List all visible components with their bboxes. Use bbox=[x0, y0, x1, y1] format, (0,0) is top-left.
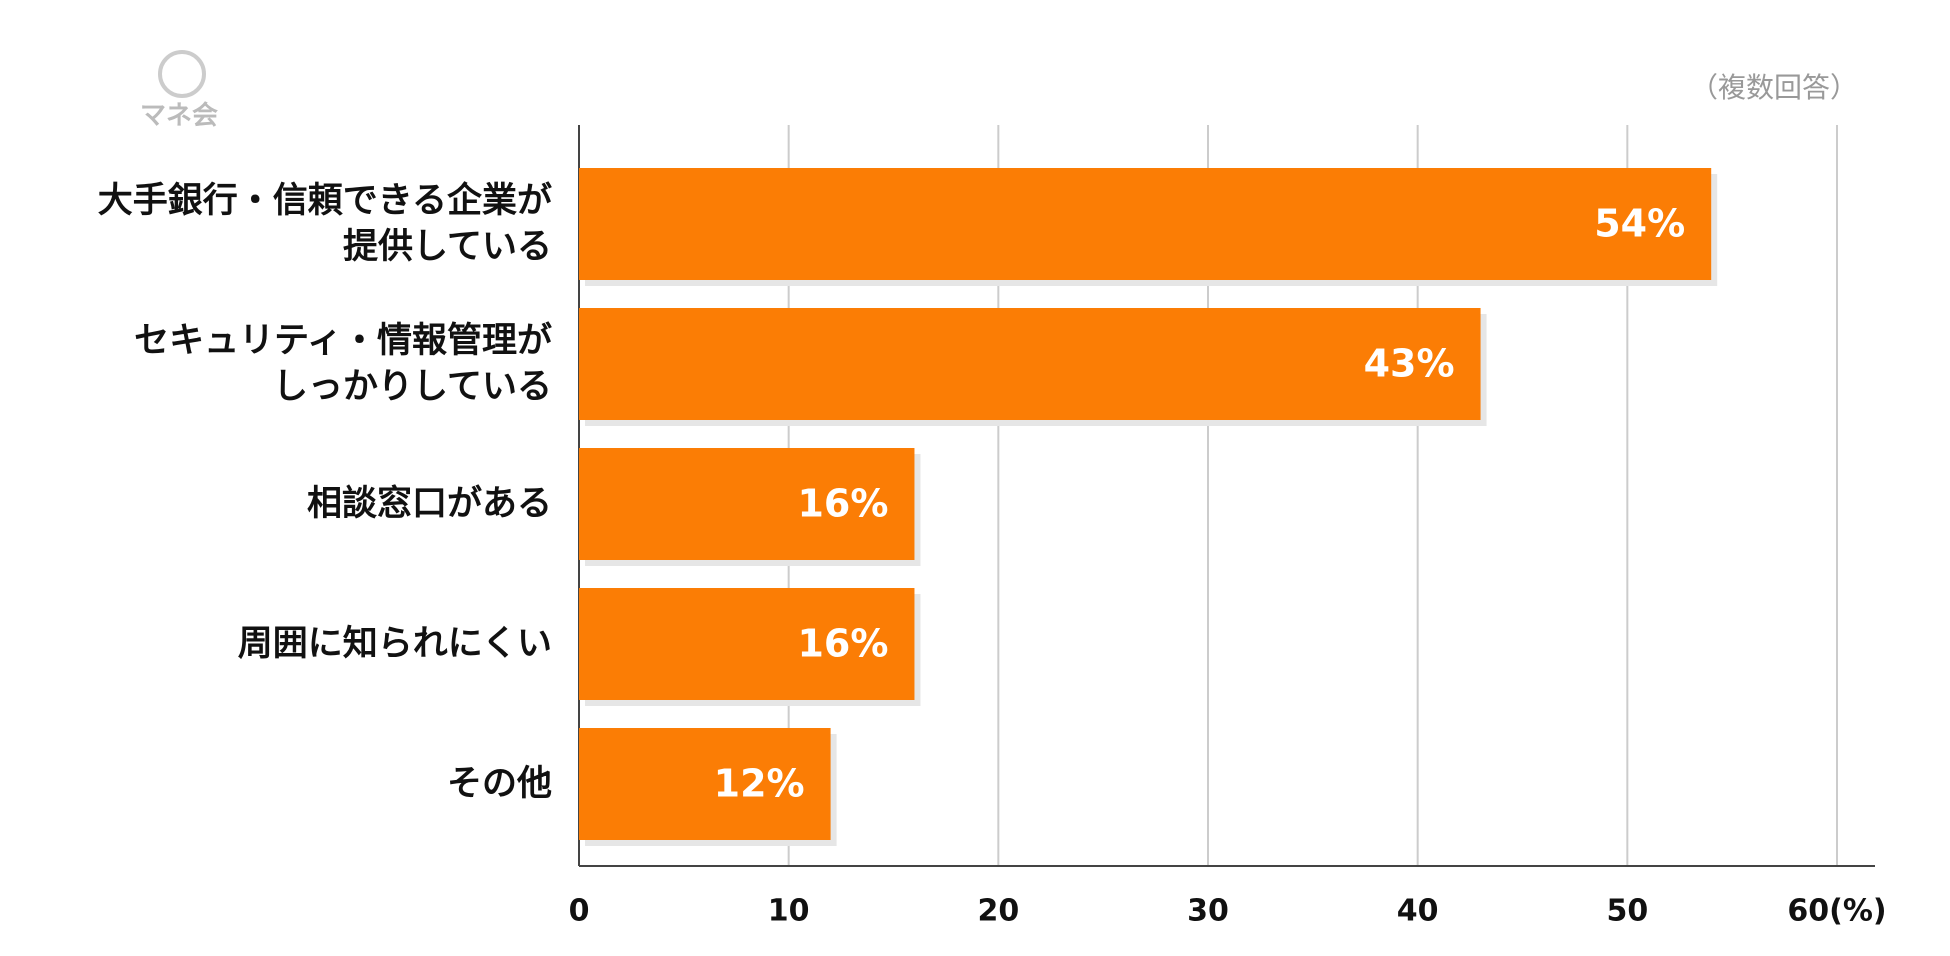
bar bbox=[579, 588, 915, 700]
logo-icon bbox=[158, 50, 206, 98]
y-tick-label: その他 bbox=[446, 764, 552, 804]
logo: マネ会 bbox=[140, 101, 219, 131]
x-tick-label: 30 bbox=[1187, 894, 1229, 929]
x-tick-label: 20 bbox=[977, 894, 1019, 929]
y-tick-label: 相談窓口がある bbox=[306, 484, 552, 524]
x-tick-label: 50 bbox=[1606, 894, 1648, 929]
bar bbox=[579, 168, 1712, 280]
x-tick-label: 40 bbox=[1397, 894, 1439, 929]
x-tick-label: 60(%) bbox=[1787, 894, 1886, 929]
bar bbox=[579, 308, 1481, 420]
x-tick-label: 10 bbox=[768, 894, 810, 929]
value-label: 12% bbox=[714, 762, 805, 806]
value-label: 43% bbox=[1364, 342, 1455, 386]
x-tick-label: 0 bbox=[569, 894, 590, 929]
y-tick-label: セキュリティ・情報管理が しっかりしている bbox=[134, 321, 552, 407]
value-label: 16% bbox=[797, 622, 888, 666]
annotation: （複数回答） bbox=[1689, 71, 1858, 104]
value-label: 54% bbox=[1594, 202, 1685, 246]
y-tick-label: 周囲に知られにくい bbox=[237, 624, 552, 664]
bar bbox=[579, 448, 915, 560]
bar bbox=[579, 728, 831, 840]
y-tick-label: 大手銀行・信頼できる企業が 提供している bbox=[97, 181, 552, 267]
value-label: 16% bbox=[797, 482, 888, 526]
